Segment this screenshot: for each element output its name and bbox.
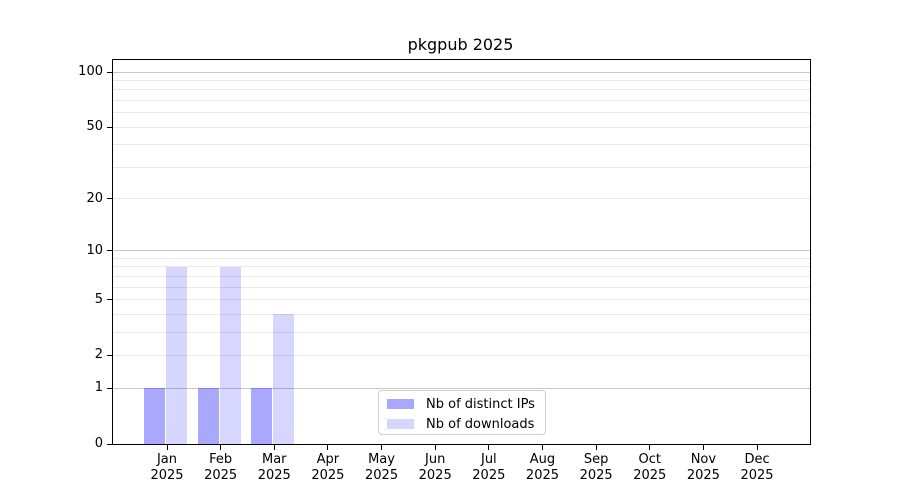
y-gridline-minor [113, 126, 810, 128]
x-tick-month: Nov [690, 452, 717, 467]
x-tick [381, 445, 383, 450]
y-gridline-minor [113, 112, 810, 114]
y-gridline-major [113, 250, 810, 252]
x-tick-year: 2025 [686, 467, 720, 483]
x-tick-month: Jul [480, 452, 497, 467]
y-gridline-major [113, 387, 810, 389]
x-tick-year: 2025 [525, 467, 560, 483]
chart-title: pkgpub 2025 [407, 35, 514, 54]
x-tick [595, 445, 597, 450]
plot-area: Nb of distinct IPs Nb of downloads [112, 59, 811, 445]
x-tick [488, 445, 490, 450]
y-gridline-minor [113, 275, 810, 277]
x-tick [756, 445, 758, 450]
legend-label-downloads: Nb of downloads [426, 416, 535, 432]
y-tick-label: 50 [86, 119, 103, 135]
x-tick-year: 2025 [257, 467, 291, 483]
x-tick-month: Oct [638, 452, 661, 467]
x-tick-year: 2025 [311, 467, 345, 483]
y-gridline-minor [113, 299, 810, 301]
x-tick-month: Feb [209, 452, 233, 467]
x-tick [702, 445, 704, 450]
x-tick-year: 2025 [740, 467, 774, 483]
x-tick-year: 2025 [365, 467, 399, 483]
y-tick [107, 198, 112, 200]
y-gridline-minor [113, 166, 810, 168]
legend-swatch-distinct-ips-icon [387, 399, 414, 409]
y-gridline-minor [113, 266, 810, 268]
x-tick-month: May [368, 452, 395, 467]
bar-distinct-ips [144, 388, 165, 444]
x-tick-label: Nov 2025 [671, 452, 735, 483]
y-gridline-minor [113, 144, 810, 146]
y-gridline-major [113, 71, 810, 73]
x-tick-year: 2025 [418, 467, 452, 483]
x-tick [649, 445, 651, 450]
y-tick [107, 354, 112, 356]
x-tick-label: Mar 2025 [242, 452, 306, 483]
x-tick-year: 2025 [633, 467, 667, 483]
x-tick-year: 2025 [150, 467, 184, 483]
bar-downloads [273, 314, 295, 444]
y-tick [107, 387, 112, 389]
y-gridline-minor [113, 198, 810, 200]
x-tick-month: Apr [316, 452, 340, 467]
x-tick-label: Dec 2025 [725, 452, 789, 483]
x-tick [166, 445, 168, 450]
legend: Nb of distinct IPs Nb of downloads [378, 390, 546, 435]
y-tick [107, 299, 112, 301]
legend-item-distinct-ips: Nb of distinct IPs [379, 394, 545, 414]
x-tick-month: Aug [529, 452, 556, 467]
x-tick [327, 445, 329, 450]
y-tick-label: 1 [94, 380, 103, 396]
x-tick [220, 445, 222, 450]
y-tick-label: 20 [86, 190, 103, 206]
y-tick-label: 2 [94, 347, 103, 363]
x-tick-label: Oct 2025 [618, 452, 682, 483]
legend-item-downloads: Nb of downloads [379, 414, 545, 434]
x-tick-month: Jun [425, 452, 446, 467]
x-tick-month: Sep [583, 452, 609, 467]
legend-swatch-downloads-icon [387, 419, 414, 429]
x-tick-year: 2025 [204, 467, 238, 483]
x-tick-label: Sep 2025 [564, 452, 628, 483]
bar-downloads [166, 266, 187, 444]
x-tick-label: Apr 2025 [296, 452, 360, 483]
y-gridline-minor [113, 79, 810, 81]
x-tick-month: Jan [156, 452, 178, 467]
bar-distinct-ips [197, 388, 219, 444]
y-gridline-minor [113, 331, 810, 333]
x-tick-label: Aug 2025 [510, 452, 574, 483]
x-tick-label: Jun 2025 [403, 452, 467, 483]
x-tick-label: Jul 2025 [457, 452, 521, 483]
x-tick-label: Feb 2025 [189, 452, 253, 483]
x-tick-label: May 2025 [350, 452, 414, 483]
y-gridline-minor [113, 89, 810, 91]
x-tick-year: 2025 [579, 467, 613, 483]
y-tick [107, 71, 112, 73]
x-tick-year: 2025 [472, 467, 506, 483]
y-gridline-minor [113, 257, 810, 259]
legend-label-distinct-ips: Nb of distinct IPs [426, 396, 535, 412]
y-tick [107, 250, 112, 252]
y-tick-label: 100 [78, 64, 103, 79]
x-tick-month: Mar [262, 452, 287, 467]
y-gridline-minor [113, 354, 810, 356]
x-tick-month: Dec [744, 452, 770, 467]
y-tick [107, 443, 112, 445]
x-tick [273, 445, 275, 450]
y-tick-label: 0 [94, 436, 103, 451]
x-tick-label: Jan 2025 [135, 452, 199, 483]
y-gridline-minor [113, 286, 810, 288]
x-tick [541, 445, 543, 450]
bar-downloads [219, 266, 241, 444]
y-tick-label: 10 [86, 242, 103, 258]
y-gridline-minor [113, 313, 810, 315]
y-tick [107, 126, 112, 128]
bar-distinct-ips [251, 388, 273, 444]
y-gridline-minor [113, 99, 810, 101]
x-tick [434, 445, 436, 450]
y-tick-label: 5 [94, 291, 103, 307]
